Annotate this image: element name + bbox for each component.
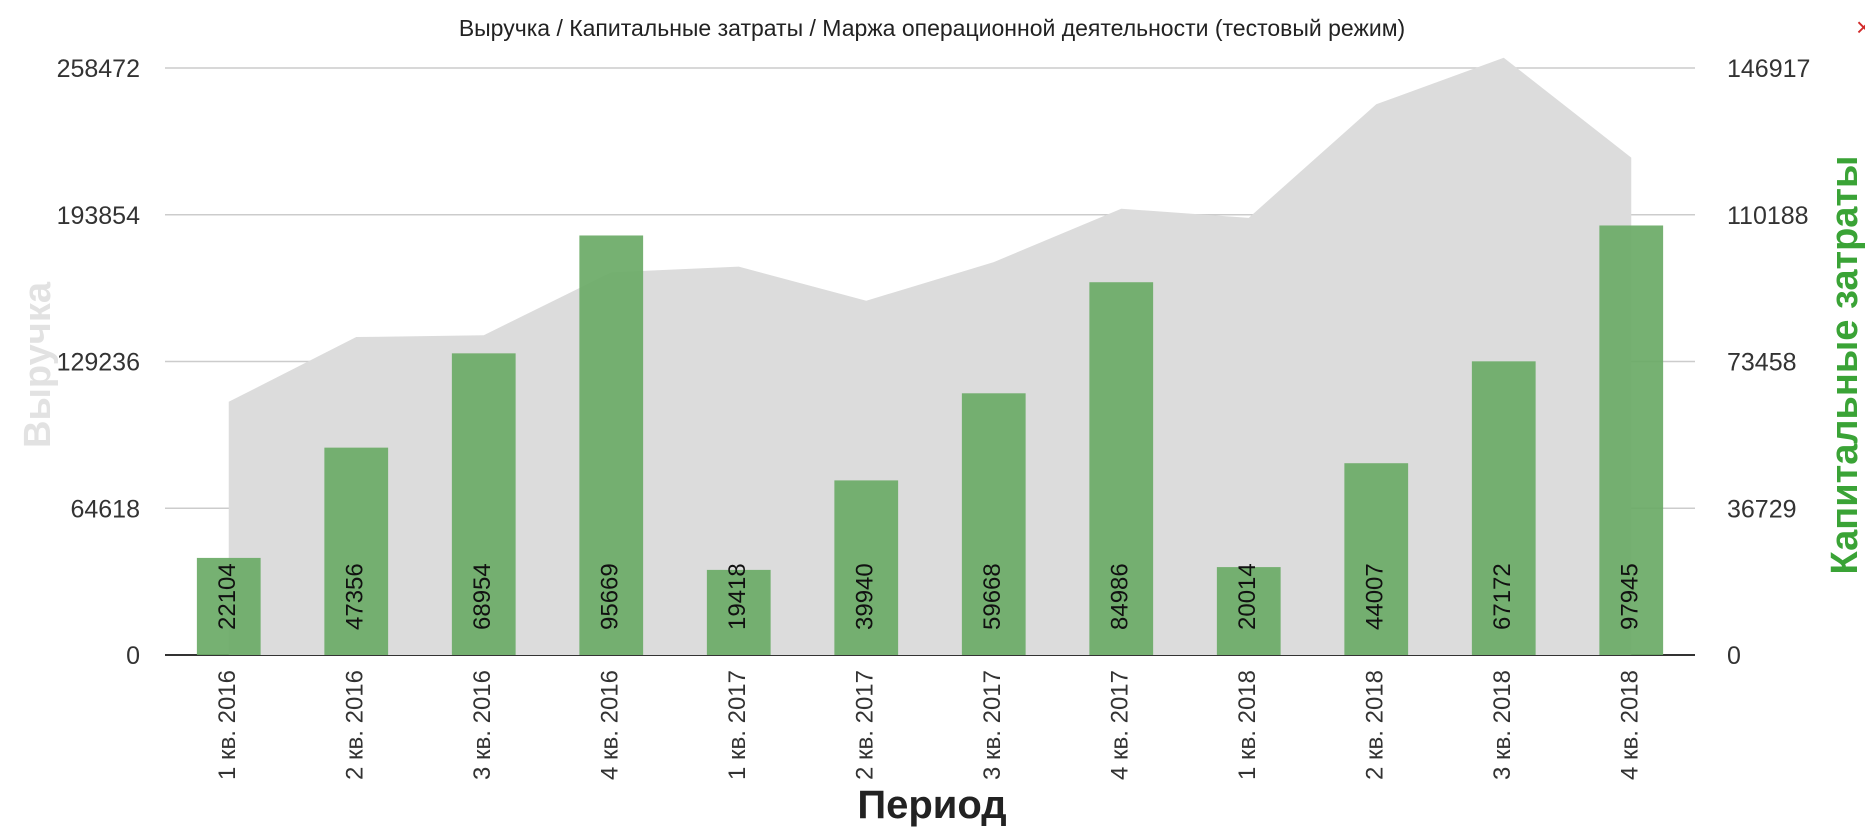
y-left-tick-label: 193854 (57, 202, 141, 230)
data-label: 19418 (724, 563, 751, 630)
capex-bar (324, 447, 389, 655)
x-tick-label: 2 кв. 2016 (342, 670, 369, 780)
y-axis-right-ticks: 0 36729 73458 110188 146917 (1727, 55, 1810, 670)
capex-bar (1344, 463, 1409, 655)
y-right-tick-label: 146917 (1727, 55, 1810, 83)
data-label: 44007 (1362, 563, 1389, 630)
y-right-tick-label: 36729 (1727, 495, 1797, 523)
y-axis-left-label: Выручка (17, 281, 59, 448)
data-label: 20014 (1234, 563, 1261, 630)
data-label: 47356 (342, 563, 369, 630)
y-axis-left-ticks: 0 64618 129236 193854 258472 (57, 55, 141, 670)
capex-bar (961, 393, 1026, 655)
data-label: 68954 (469, 563, 496, 630)
data-label: 39940 (852, 563, 879, 630)
x-tick-label: 1 кв. 2018 (1234, 670, 1261, 780)
x-tick-label: 1 кв. 2016 (214, 670, 241, 780)
capex-bar-series (196, 225, 1664, 656)
capex-bar (1471, 361, 1536, 655)
x-tick-label: 1 кв. 2017 (724, 670, 751, 780)
x-tick-label: 3 кв. 2017 (979, 670, 1006, 780)
close-icon[interactable]: × (1856, 12, 1865, 42)
chart-title: Выручка / Капитальные затраты / Маржа оп… (459, 15, 1405, 41)
data-label: 59668 (979, 563, 1006, 630)
data-label: 95669 (597, 563, 624, 630)
y-left-tick-label: 64618 (70, 495, 140, 523)
data-label: 97945 (1617, 563, 1644, 630)
revenue-area-series (228, 57, 1632, 655)
y-axis-right-label: Капитальные затраты (1824, 156, 1865, 575)
y-right-tick-label: 110188 (1727, 202, 1809, 230)
y-left-tick-label: 129236 (57, 349, 140, 377)
x-tick-label: 4 кв. 2018 (1617, 670, 1644, 780)
x-tick-label: 3 кв. 2018 (1489, 670, 1516, 780)
data-label: 67172 (1489, 563, 1516, 630)
x-tick-label: 4 кв. 2016 (597, 670, 624, 780)
y-left-tick-label: 0 (126, 642, 140, 670)
x-axis-label: Период (857, 783, 1006, 827)
x-axis-ticks: 1 кв. 2016 2 кв. 2016 3 кв. 2016 4 кв. 2016… (214, 670, 1644, 780)
capex-bar (1089, 282, 1154, 655)
data-label: 22104 (214, 563, 241, 630)
data-label: 84986 (1107, 563, 1134, 630)
capex-bar (579, 235, 644, 655)
y-left-tick-label: 258472 (57, 55, 140, 83)
y-right-tick-label: 73458 (1727, 349, 1797, 377)
capex-bar (196, 557, 261, 655)
capex-bar (706, 569, 771, 655)
capex-bar (1216, 567, 1281, 655)
x-tick-label: 4 кв. 2017 (1107, 670, 1134, 780)
capex-bar (1599, 225, 1664, 656)
capex-bar (834, 480, 899, 655)
y-right-tick-label: 0 (1727, 642, 1741, 670)
x-tick-label: 3 кв. 2016 (469, 670, 496, 780)
x-tick-label: 2 кв. 2018 (1362, 670, 1389, 780)
revenue-area (228, 57, 1632, 655)
x-tick-label: 2 кв. 2017 (852, 670, 879, 780)
capex-bar (451, 353, 516, 655)
data-labels: 22104 47356 68954 95669 19418 39940 59668 84986… (214, 563, 1644, 630)
